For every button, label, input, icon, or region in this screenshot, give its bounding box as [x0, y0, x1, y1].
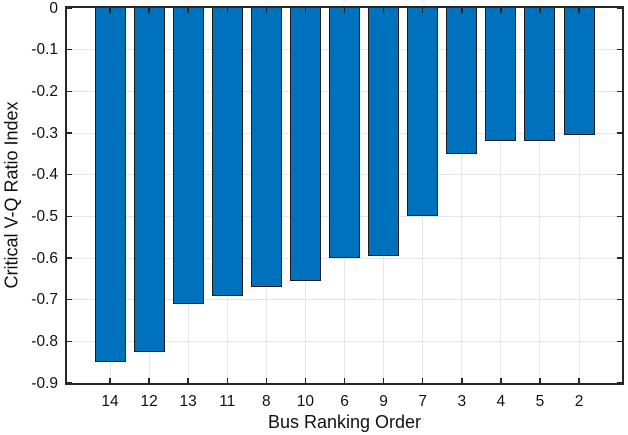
x-tick-label: 10	[296, 393, 315, 410]
y-tick-label: -0.1	[31, 41, 58, 59]
x-axis-tick-mark	[382, 378, 385, 383]
bar-bus-10	[289, 8, 321, 281]
x-axis-tick-mark	[578, 8, 580, 13]
y-tick-label: -0.9	[31, 374, 58, 392]
x-axis-tick-mark	[382, 8, 385, 13]
y-axis-tick-mark	[67, 90, 72, 93]
x-axis-tick-mark	[539, 378, 541, 383]
y-tick-label: -0.6	[31, 249, 58, 267]
x-tick-label: 13	[179, 393, 197, 410]
bar-bus-8	[250, 8, 282, 288]
ticks-layer	[67, 7, 622, 384]
y-axis-tick-mark	[617, 215, 622, 218]
x-tick-label: 6	[340, 393, 349, 410]
x-tick-label: 4	[496, 393, 506, 410]
bar-bus-14	[94, 8, 126, 363]
y-tick-label: -0.2	[31, 82, 58, 100]
x-axis-tick-mark	[265, 378, 268, 383]
y-axis-tick-mark	[67, 257, 72, 259]
y-axis-tick-mark	[617, 7, 622, 9]
x-axis-tick-mark	[578, 378, 580, 383]
y-axis-tick-mark	[617, 90, 622, 93]
y-axis-tick-mark	[67, 132, 72, 134]
bar-bus-12	[133, 8, 165, 352]
x-axis-tick-mark	[187, 8, 189, 13]
y-axis-tick-mark	[67, 48, 72, 51]
vertical-gridline	[539, 8, 541, 383]
y-tick-label: -0.5	[31, 207, 58, 225]
bar-bus-7	[407, 8, 439, 217]
y-axis-tick-mark	[67, 298, 72, 301]
x-axis-tick-mark	[343, 8, 346, 13]
x-axis-tick-mark	[500, 378, 502, 383]
vertical-gridline	[500, 8, 502, 383]
x-axis-tick-mark	[109, 378, 111, 383]
x-tick-label: 8	[262, 393, 271, 410]
bar-bus-3	[446, 8, 478, 154]
x-axis-tick-mark	[304, 378, 307, 383]
y-tick-label: -0.4	[31, 166, 58, 184]
y-tick-label: -0.7	[31, 291, 58, 309]
bar-bus-13	[172, 8, 204, 304]
y-axis-tick-mark	[617, 173, 622, 176]
x-axis-tick-mark	[148, 378, 150, 383]
x-tick-label: 3	[457, 393, 467, 410]
plot-area	[65, 6, 624, 385]
bar-bus-4	[485, 8, 517, 142]
x-tick-label: 5	[535, 393, 545, 410]
x-axis-tick-mark	[226, 378, 228, 383]
y-axis-tick-mark	[67, 340, 72, 343]
x-tick-label: 7	[418, 393, 427, 410]
x-axis-tick-mark	[500, 8, 502, 13]
y-axis-tick-mark	[617, 132, 622, 134]
vertical-gridline	[578, 8, 580, 383]
x-axis-tick-mark	[461, 378, 463, 383]
y-axis-tick-mark	[617, 298, 622, 301]
x-tick-label: 14	[101, 393, 119, 410]
x-axis-tick-mark	[421, 378, 424, 383]
x-axis-tick-mark	[304, 8, 307, 13]
x-axis-tick-mark	[187, 378, 189, 383]
bar-bus-5	[524, 8, 556, 142]
x-axis-tick-mark	[109, 8, 111, 13]
x-tick-label: 11	[219, 393, 236, 410]
y-axis-tick-mark	[617, 257, 622, 259]
bar-bus-2	[563, 8, 595, 136]
y-tick-label: -0.8	[31, 332, 58, 350]
y-axis-tick-mark	[67, 173, 72, 176]
x-axis-tick-mark	[539, 8, 541, 13]
y-tick-label: 0	[49, 0, 58, 17]
y-tick-label: -0.3	[31, 124, 58, 142]
x-axis-tick-mark	[343, 378, 346, 383]
y-axis-tick-mark	[67, 382, 72, 384]
x-axis-tick-mark	[461, 8, 463, 13]
bar-bus-11	[211, 8, 243, 296]
x-tick-label: 2	[574, 393, 584, 410]
y-axis-tick-mark	[67, 215, 72, 218]
x-axis-tick-mark	[265, 8, 268, 13]
x-axis-tick-mark	[226, 8, 228, 13]
vertical-gridline	[461, 8, 463, 383]
x-axis-tick-mark	[421, 8, 424, 13]
x-axis-label: Bus Ranking Order	[267, 412, 422, 432]
y-axis-tick-mark	[617, 48, 622, 51]
y-axis-tick-mark	[617, 382, 622, 384]
y-axis-tick-mark	[67, 7, 72, 9]
x-axis-tick-mark	[148, 8, 150, 13]
bars-layer	[67, 8, 622, 383]
y-axis-tick-mark	[617, 340, 622, 343]
bar-bus-6	[329, 8, 360, 258]
x-tick-label: 9	[379, 393, 388, 410]
bar-bus-9	[368, 8, 400, 256]
x-tick-label: 12	[140, 393, 158, 410]
